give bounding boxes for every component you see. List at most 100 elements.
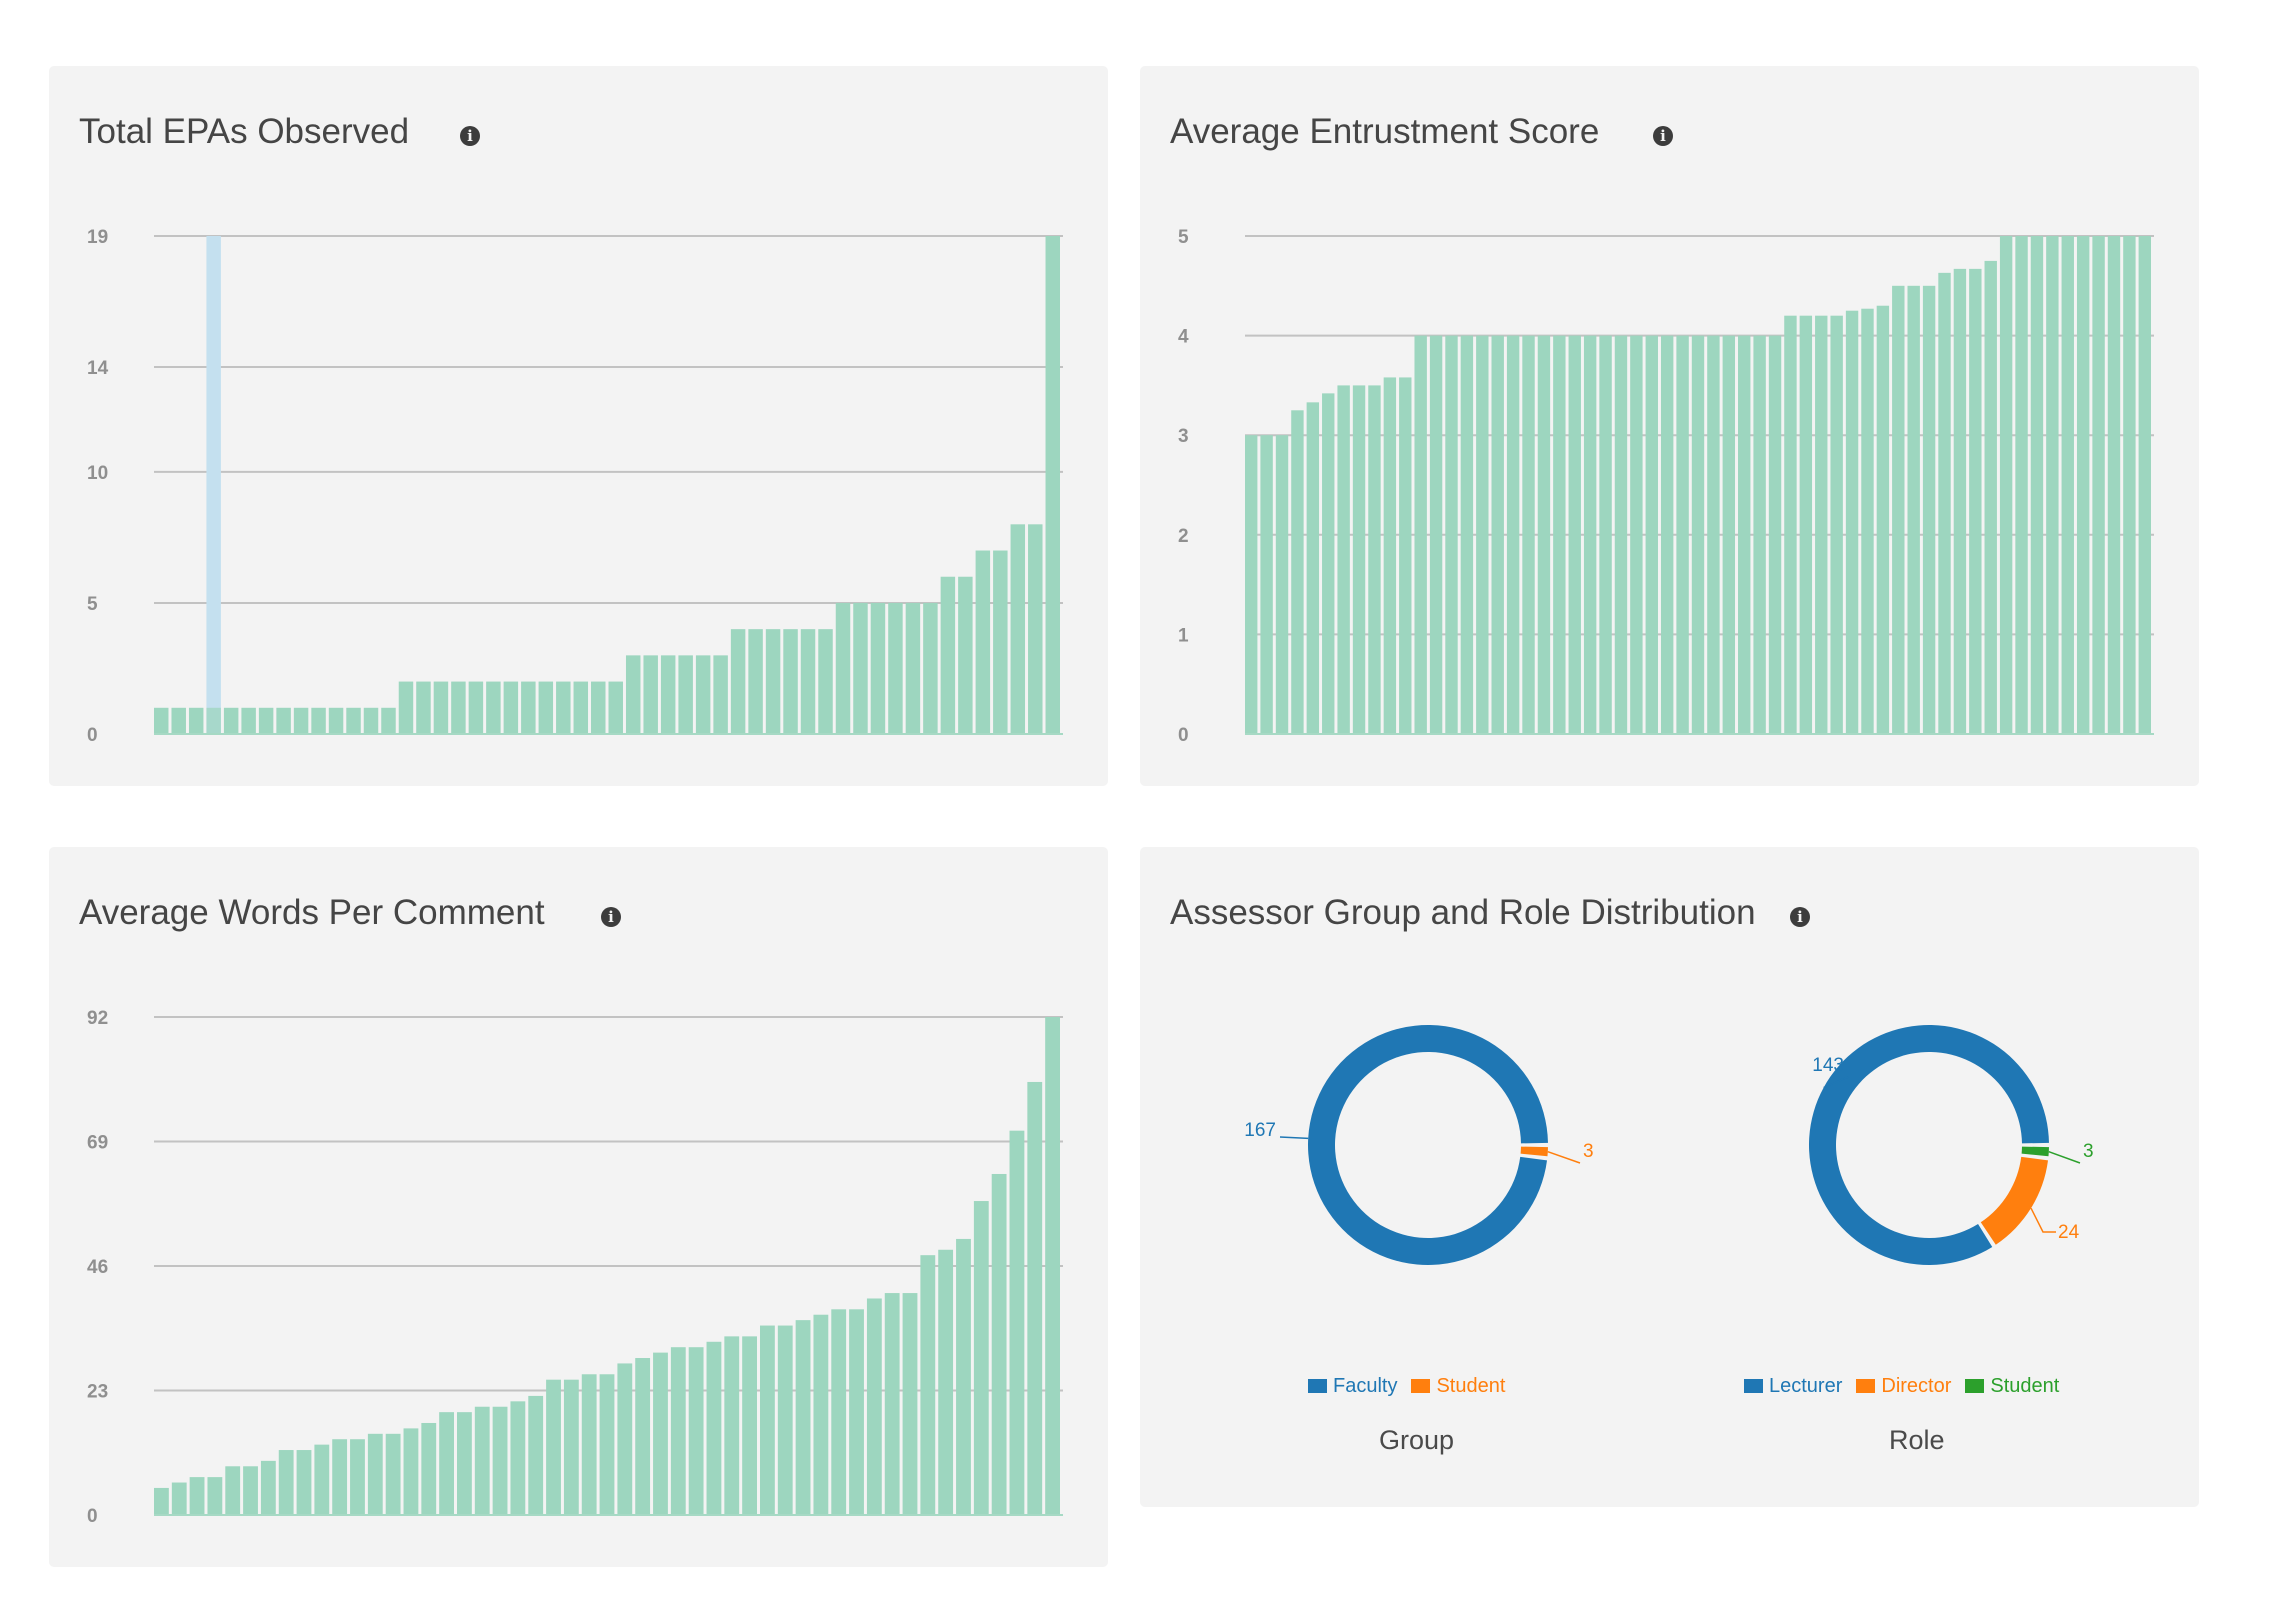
bar[interactable] [742,1336,757,1515]
legend-item-director[interactable]: Director [1856,1375,1951,1398]
bar[interactable] [2092,236,2105,734]
bar[interactable] [154,1487,169,1515]
bar[interactable] [1738,335,1751,734]
bar[interactable] [1614,335,1628,734]
bar[interactable] [1476,335,1489,734]
bar[interactable] [713,655,728,734]
bar[interactable] [314,1444,330,1515]
bar[interactable] [328,707,344,734]
bar[interactable] [800,629,816,734]
bar[interactable] [188,707,204,734]
bar[interactable] [1045,236,1060,734]
bar[interactable] [433,681,449,734]
bar[interactable] [591,681,606,734]
bar[interactable] [670,1347,686,1515]
bar[interactable] [2076,236,2090,734]
bar[interactable] [468,681,484,734]
bar[interactable] [1876,305,1890,734]
bar[interactable] [1460,335,1474,734]
bar[interactable] [888,602,903,734]
bar[interactable] [1984,260,1997,734]
bar[interactable] [260,1460,276,1515]
bar[interactable] [940,576,956,734]
bar[interactable] [813,1314,829,1515]
bar[interactable] [853,602,868,734]
bar[interactable] [474,1406,490,1515]
bar[interactable] [2030,236,2044,734]
bar[interactable] [1383,377,1397,734]
bar[interactable] [278,1450,294,1515]
bar[interactable] [706,1341,722,1515]
bar[interactable] [1969,268,1982,734]
bar[interactable] [528,1395,544,1515]
bar[interactable] [538,681,554,734]
bar[interactable] [207,1477,223,1515]
bar[interactable] [439,1412,454,1515]
bar[interactable] [556,681,571,734]
bar[interactable] [1368,385,1381,734]
donut-slice[interactable] [2021,1146,2049,1157]
bar[interactable] [1028,524,1043,734]
bar[interactable] [2138,236,2151,734]
donut-slice[interactable] [1520,1146,1548,1157]
bar[interactable] [385,1433,401,1515]
bar[interactable] [381,707,396,734]
bar[interactable] [1537,335,1551,734]
bar[interactable] [225,1466,241,1515]
info-circle-icon[interactable]: i [460,126,480,146]
info-circle-icon[interactable]: i [601,907,621,927]
donut-slice[interactable] [1980,1156,2049,1245]
donut-slice[interactable] [1308,1025,1548,1265]
bar[interactable] [189,1477,205,1515]
bar[interactable] [958,576,973,734]
bar[interactable] [486,681,501,734]
bar[interactable] [451,681,466,734]
bar[interactable] [223,707,239,734]
bar[interactable] [1707,335,1720,734]
bar[interactable] [1815,315,1828,734]
bar[interactable] [870,602,886,734]
bar[interactable] [695,655,711,734]
bar[interactable] [1245,435,1258,734]
bar[interactable] [1553,335,1566,734]
bar[interactable] [1861,308,1874,734]
bar[interactable] [1630,335,1643,734]
bar[interactable] [241,707,256,734]
bar[interactable] [1845,310,1859,734]
bar[interactable] [581,1374,597,1515]
legend-item-student[interactable]: Student [1965,1375,2059,1398]
bar[interactable] [258,707,274,734]
bar[interactable] [398,681,414,734]
bar[interactable] [573,681,589,734]
bar[interactable] [653,1352,668,1515]
bar[interactable] [688,1347,704,1515]
bar[interactable] [1907,285,1920,734]
bar[interactable] [2123,236,2136,734]
bar[interactable] [293,707,309,734]
bar[interactable] [154,707,169,734]
bar[interactable] [920,1255,936,1515]
bar[interactable] [973,1201,989,1515]
bar[interactable] [350,1439,365,1515]
bar[interactable] [1414,335,1427,734]
bar[interactable] [521,681,536,734]
bar[interactable] [1306,402,1320,734]
bar[interactable] [1260,435,1273,734]
bar[interactable] [510,1401,526,1515]
bar[interactable] [1645,335,1658,734]
legend-item-student[interactable]: Student [1411,1375,1505,1398]
bar[interactable] [243,1466,258,1515]
bar[interactable] [416,681,431,734]
bar[interactable] [660,655,676,734]
bar[interactable] [1691,335,1705,734]
bar[interactable] [835,602,851,734]
bar[interactable] [748,629,763,734]
bar[interactable] [1045,1017,1060,1515]
bar[interactable] [1922,285,1936,734]
bar[interactable] [457,1412,472,1515]
bar[interactable] [1583,335,1597,734]
bar[interactable] [765,629,781,734]
bar[interactable] [956,1238,971,1515]
bar[interactable] [730,629,746,734]
bar[interactable] [2061,236,2074,734]
